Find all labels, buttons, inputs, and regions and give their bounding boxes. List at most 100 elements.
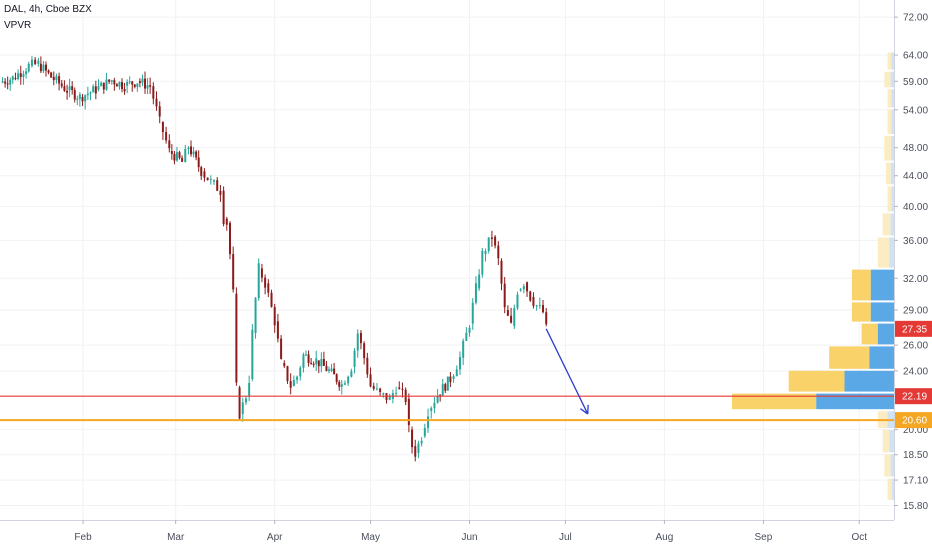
candle-body bbox=[86, 93, 89, 96]
candle-body bbox=[420, 440, 423, 444]
candle-body bbox=[42, 64, 45, 72]
candle-body bbox=[545, 312, 548, 325]
candle-body bbox=[6, 83, 9, 85]
candle-body bbox=[340, 384, 343, 387]
candle-body bbox=[209, 178, 212, 181]
candle-body bbox=[449, 376, 452, 383]
candle-body bbox=[487, 237, 490, 252]
candle-body bbox=[203, 171, 206, 178]
candle-body bbox=[444, 384, 447, 391]
candle-body bbox=[76, 98, 79, 100]
candle-body bbox=[158, 106, 161, 117]
candle-body bbox=[325, 365, 328, 371]
candle-body bbox=[161, 121, 164, 133]
time-axis[interactable]: Feb Mar Apr May Jun Jul Aug Sep Oct bbox=[74, 520, 867, 543]
candle-body bbox=[481, 250, 484, 275]
last-price-tag-bg bbox=[895, 320, 932, 337]
y-tick-label: 54.00 bbox=[903, 105, 928, 116]
candle-body bbox=[401, 388, 404, 390]
candle-body bbox=[395, 392, 398, 394]
candle-body bbox=[1, 81, 4, 83]
candle-body bbox=[219, 190, 222, 195]
candles bbox=[1, 56, 548, 462]
candle-body bbox=[433, 402, 436, 409]
vp-bar-up bbox=[890, 213, 894, 236]
candle-body bbox=[244, 398, 247, 403]
candle-body bbox=[195, 151, 198, 158]
candle-body bbox=[322, 359, 325, 366]
candle-body bbox=[131, 81, 134, 85]
candle-body bbox=[11, 76, 14, 80]
candle-body bbox=[375, 388, 378, 390]
price-axis[interactable]: 72.00 64.00 59.00 54.00 48.00 44.00 40.00 36.00… bbox=[894, 13, 928, 512]
candle-body bbox=[379, 388, 382, 393]
x-tick-label: Oct bbox=[851, 532, 867, 543]
x-tick-label: Sep bbox=[755, 532, 773, 543]
candle-body bbox=[115, 84, 118, 87]
candle-body bbox=[369, 374, 372, 387]
candle-body bbox=[513, 308, 516, 326]
vp-bar-down bbox=[851, 269, 871, 301]
vp-bar-down bbox=[851, 302, 871, 322]
arrow-shaft bbox=[545, 328, 589, 415]
x-tick-label: Apr bbox=[267, 532, 283, 543]
candle-body bbox=[19, 73, 22, 77]
candle-body bbox=[60, 83, 63, 87]
candle-body bbox=[273, 306, 276, 326]
vp-bar-down bbox=[884, 454, 891, 477]
candle-body bbox=[522, 286, 525, 290]
candle-body bbox=[102, 82, 105, 90]
candle-body bbox=[110, 80, 113, 82]
y-tick-label: 24.00 bbox=[903, 366, 928, 377]
support-lines bbox=[0, 395, 894, 422]
candle-body bbox=[248, 382, 251, 397]
candle-body bbox=[136, 83, 139, 87]
candle-body bbox=[317, 360, 320, 367]
x-tick-label: Mar bbox=[167, 532, 185, 543]
candle-body bbox=[190, 146, 193, 155]
candle-body bbox=[296, 376, 299, 380]
y-tick-label: 32.00 bbox=[903, 274, 928, 285]
indicator-label[interactable]: VPVR bbox=[4, 20, 32, 31]
candle-body bbox=[144, 78, 147, 89]
candle-body bbox=[206, 177, 209, 181]
candle-body bbox=[9, 79, 12, 85]
candle-body bbox=[92, 86, 95, 93]
candle-body bbox=[283, 362, 286, 367]
candle-body bbox=[382, 393, 385, 395]
candle-body bbox=[254, 298, 257, 333]
candle-body bbox=[97, 86, 100, 90]
candle-body bbox=[44, 64, 47, 71]
candle-body bbox=[506, 309, 509, 316]
symbol-title[interactable]: DAL, 4h, Cboe BZX bbox=[4, 4, 92, 15]
y-tick-label: 64.00 bbox=[903, 51, 928, 62]
candle-body bbox=[17, 73, 20, 79]
x-tick-label: Feb bbox=[74, 532, 92, 543]
candle-body bbox=[356, 333, 359, 351]
candle-body bbox=[84, 95, 87, 102]
candle-body bbox=[312, 363, 315, 365]
candle-body bbox=[372, 386, 375, 389]
candle-body bbox=[39, 63, 42, 72]
candle-body bbox=[289, 381, 292, 388]
arrow-head bbox=[580, 408, 589, 415]
candle-body bbox=[126, 82, 129, 86]
y-tick-label: 44.00 bbox=[903, 171, 928, 182]
candle-body bbox=[30, 59, 33, 66]
candle-body bbox=[235, 293, 238, 383]
candle-body bbox=[446, 376, 449, 391]
candle-body bbox=[398, 387, 401, 389]
candle-body bbox=[155, 98, 158, 107]
support-tag-orange: 20.60 bbox=[902, 416, 927, 427]
candle-body bbox=[465, 332, 468, 341]
candle-body bbox=[37, 60, 40, 64]
support-tag-red: 22.19 bbox=[902, 392, 927, 403]
vp-bar-down bbox=[887, 89, 892, 108]
support-tag-red-bg bbox=[895, 388, 932, 405]
vp-bar-up bbox=[891, 89, 894, 108]
candle-body bbox=[108, 79, 111, 82]
candle-body bbox=[503, 283, 506, 308]
support-tag-orange-bg bbox=[895, 412, 932, 429]
candle-body bbox=[257, 263, 260, 299]
